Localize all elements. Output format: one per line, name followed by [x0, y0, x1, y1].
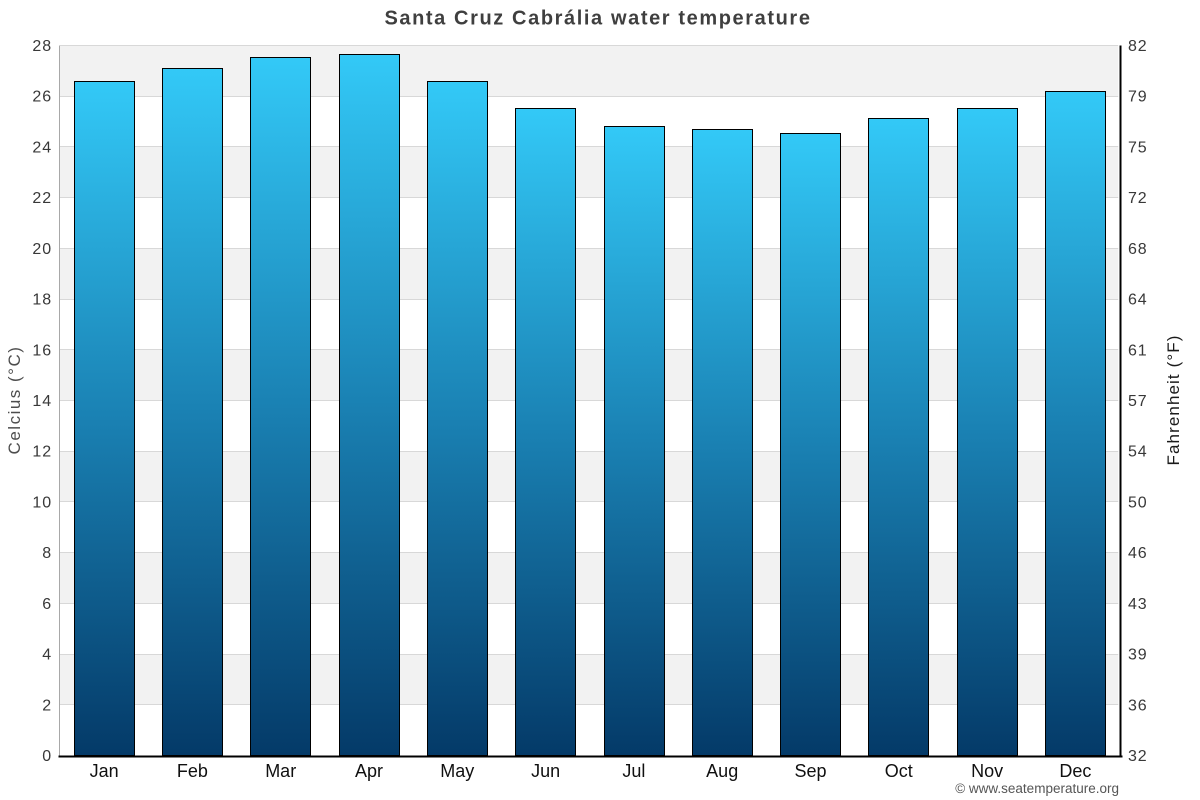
svg-text:75: 75	[1128, 139, 1148, 156]
svg-text:26: 26	[32, 89, 52, 106]
svg-text:6: 6	[42, 596, 52, 613]
svg-text:43: 43	[1128, 596, 1148, 613]
svg-text:46: 46	[1128, 545, 1148, 562]
svg-text:Dec: Dec	[1059, 761, 1091, 781]
svg-text:20: 20	[32, 241, 52, 258]
svg-text:68: 68	[1128, 241, 1148, 258]
svg-text:36: 36	[1128, 697, 1148, 714]
svg-text:4: 4	[42, 647, 52, 664]
svg-text:Celcius (°C): Celcius (°C)	[5, 346, 24, 455]
svg-text:22: 22	[32, 190, 52, 207]
svg-text:16: 16	[32, 342, 52, 359]
svg-text:Jul: Jul	[622, 761, 645, 781]
svg-text:© www.seatemperature.org: © www.seatemperature.org	[955, 781, 1119, 796]
svg-text:Santa Cruz Cabrália water temp: Santa Cruz Cabrália water temperature	[384, 8, 811, 30]
svg-text:May: May	[440, 761, 474, 781]
svg-text:18: 18	[32, 292, 52, 309]
svg-text:Fahrenheit (°F): Fahrenheit (°F)	[1164, 334, 1183, 465]
svg-text:Apr: Apr	[355, 761, 383, 781]
svg-text:28: 28	[32, 38, 52, 55]
svg-text:24: 24	[32, 139, 52, 156]
svg-text:8: 8	[42, 545, 52, 562]
svg-text:0: 0	[42, 748, 52, 765]
svg-text:Jun: Jun	[531, 761, 560, 781]
svg-text:Sep: Sep	[794, 761, 826, 781]
svg-text:39: 39	[1128, 647, 1148, 664]
svg-text:14: 14	[32, 393, 52, 410]
svg-text:50: 50	[1128, 494, 1148, 511]
svg-text:79: 79	[1128, 89, 1148, 106]
svg-text:12: 12	[32, 444, 52, 461]
svg-text:Oct: Oct	[885, 761, 913, 781]
svg-text:82: 82	[1128, 38, 1148, 55]
svg-text:Mar: Mar	[265, 761, 296, 781]
svg-text:10: 10	[32, 494, 52, 511]
svg-text:72: 72	[1128, 190, 1148, 207]
svg-text:32: 32	[1128, 748, 1148, 765]
svg-text:61: 61	[1128, 342, 1148, 359]
svg-text:Feb: Feb	[177, 761, 208, 781]
svg-text:57: 57	[1128, 393, 1148, 410]
svg-text:Nov: Nov	[971, 761, 1003, 781]
svg-text:54: 54	[1128, 444, 1148, 461]
svg-text:2: 2	[42, 697, 52, 714]
svg-text:Jan: Jan	[90, 761, 119, 781]
svg-text:64: 64	[1128, 292, 1148, 309]
svg-text:Aug: Aug	[706, 761, 738, 781]
